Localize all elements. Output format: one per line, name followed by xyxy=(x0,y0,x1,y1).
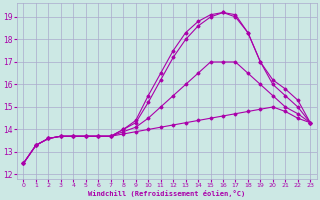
X-axis label: Windchill (Refroidissement éolien,°C): Windchill (Refroidissement éolien,°C) xyxy=(88,190,245,197)
